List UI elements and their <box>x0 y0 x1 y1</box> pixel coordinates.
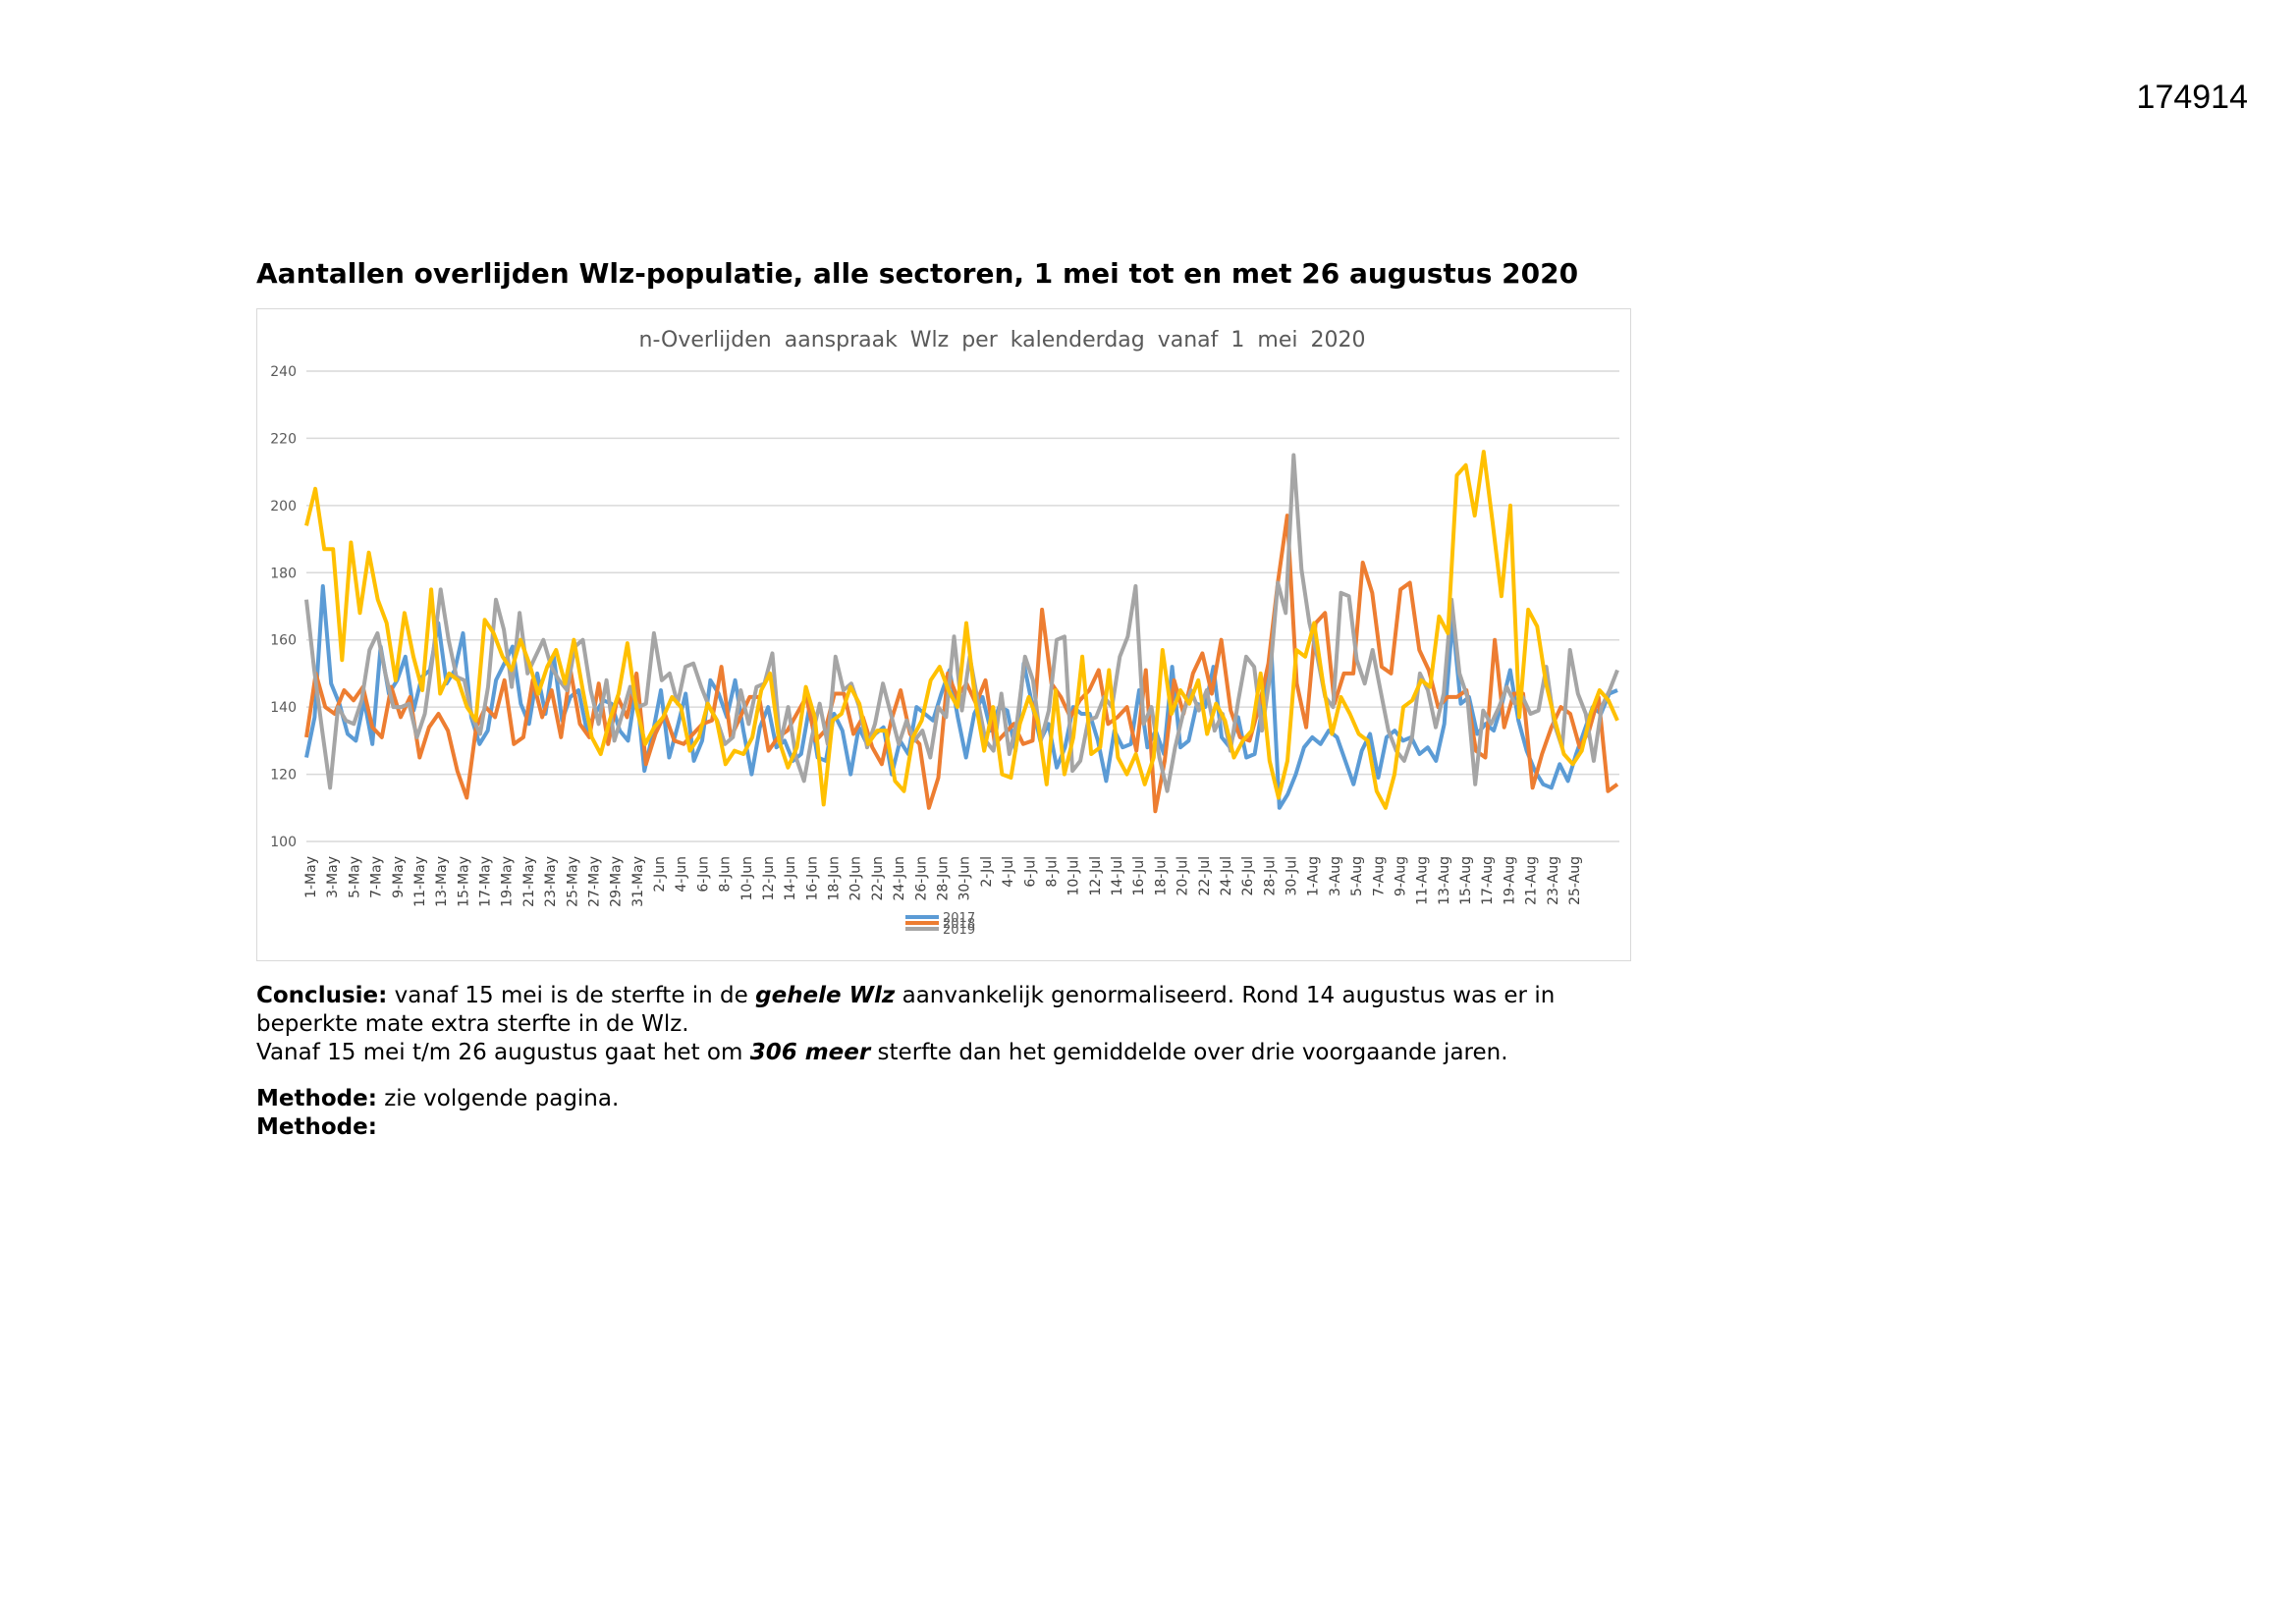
x-tick-label: 7-Aug <box>1371 856 1387 896</box>
excess-text-2: sterfte dan het gemiddelde over drie voo… <box>870 1040 1508 1065</box>
method-label: Methode: <box>256 1086 377 1111</box>
conclusion-emphasis: gehele Wlz <box>755 983 896 1008</box>
legend-label-2018: 2018 <box>943 917 975 932</box>
x-tick-label: 11-Aug <box>1415 856 1431 905</box>
x-tick-label: 1-Aug <box>1306 856 1322 896</box>
legend-label-2017: 2017 <box>943 911 975 926</box>
y-tick-label-120: 120 <box>270 768 297 784</box>
x-tick-label: 15-Aug <box>1458 856 1474 905</box>
x-tick-label: 27-May <box>586 856 602 907</box>
x-tick-label: 10-Jun <box>739 856 755 901</box>
x-tick-label: 14-Jul <box>1110 856 1125 896</box>
x-tick-label: 3-May <box>325 856 341 898</box>
x-tick-label: 5-Aug <box>1349 856 1365 896</box>
series-line-series-4 <box>304 450 1619 810</box>
x-tick-label: 22-Jul <box>1197 856 1213 896</box>
chart-title: n-Overlijden aanspraak Wlz per kalenderd… <box>639 328 1366 352</box>
method-text: zie volgende pagina. <box>376 1086 620 1111</box>
excess-text-1: Vanaf 15 mei t/m 26 augustus gaat het om <box>256 1040 750 1065</box>
document-number: 174914 <box>2136 79 2248 116</box>
x-tick-label: 28-Jul <box>1262 856 1278 896</box>
x-tick-label: 21-Aug <box>1524 856 1540 905</box>
x-tick-label: 9-Aug <box>1393 856 1408 896</box>
x-tick-label: 26-Jun <box>913 856 929 901</box>
x-tick-label: 4-Jun <box>674 856 689 893</box>
y-tick-label-100: 100 <box>270 835 297 850</box>
x-tick-label: 8-Jun <box>718 856 734 893</box>
x-tick-label: 22-Jun <box>870 856 886 901</box>
x-tick-label: 26-Jul <box>1240 856 1256 896</box>
y-tick-label-220: 220 <box>270 431 297 447</box>
x-tick-label: 16-Jul <box>1131 856 1147 896</box>
x-tick-label: 11-May <box>412 856 428 907</box>
x-tick-label: 1-May <box>303 856 319 898</box>
x-tick-label: 24-Jun <box>892 856 907 901</box>
x-tick-label: 19-May <box>500 856 516 907</box>
x-tick-label: 29-May <box>609 856 625 907</box>
x-tick-label: 23-Aug <box>1546 856 1561 905</box>
method-paragraph-2: Methode: <box>256 1113 1651 1142</box>
conclusion-section: Conclusie: vanaf 15 mei is de sterfte in… <box>256 982 1651 1142</box>
x-tick-label: 7-May <box>369 856 385 898</box>
y-tick-label-240: 240 <box>270 364 297 380</box>
x-tick-label: 18-Jul <box>1153 856 1169 896</box>
series-line-2018 <box>304 514 1619 814</box>
x-tick-label: 15-May <box>456 856 471 907</box>
x-tick-label: 4-Jul <box>1001 856 1016 888</box>
x-tick-label: 28-Jun <box>936 856 952 901</box>
conclusion-text-1: vanaf 15 mei is de sterfte in de <box>387 983 756 1008</box>
y-tick-label-180: 180 <box>270 566 297 581</box>
excess-deaths-paragraph: Vanaf 15 mei t/m 26 augustus gaat het om… <box>256 1039 1651 1067</box>
x-tick-label: 30-Jul <box>1285 856 1300 896</box>
method-paragraph: Methode: zie volgende pagina. <box>256 1085 1651 1113</box>
x-tick-label: 18-Jun <box>827 856 843 901</box>
legend-label-2019: 2019 <box>943 923 975 938</box>
x-tick-label: 2-Jun <box>652 856 668 893</box>
chart-container: n-Overlijden aanspraak Wlz per kalenderd… <box>256 308 1631 961</box>
x-tick-label: 10-Jul <box>1066 856 1082 896</box>
excess-emphasis: 306 meer <box>749 1040 871 1065</box>
x-tick-label: 20-Jun <box>848 856 864 901</box>
x-tick-label: 14-Jun <box>783 856 798 901</box>
mortality-line-chart: n-Overlijden aanspraak Wlz per kalenderd… <box>270 328 1619 938</box>
x-tick-label: 25-May <box>565 856 580 907</box>
x-tick-label: 17-May <box>478 856 494 907</box>
x-tick-label: 20-Jul <box>1175 856 1191 896</box>
conclusion-label: Conclusie: <box>256 983 388 1008</box>
y-tick-label-200: 200 <box>270 499 297 514</box>
x-tick-label: 8-Jul <box>1044 856 1060 888</box>
x-tick-label: 2-Jul <box>979 856 995 888</box>
method-label-2: Methode: <box>256 1114 377 1140</box>
y-tick-label-160: 160 <box>270 633 297 649</box>
x-tick-label: 30-Jun <box>957 856 973 901</box>
x-tick-label: 9-May <box>391 856 407 898</box>
x-tick-label: 13-May <box>434 856 450 907</box>
x-tick-label: 3-Aug <box>1328 856 1343 896</box>
x-tick-label: 6-Jul <box>1022 856 1038 888</box>
y-tick-label-140: 140 <box>270 700 297 716</box>
conclusion-paragraph: Conclusie: vanaf 15 mei is de sterfte in… <box>256 982 1651 1039</box>
x-tick-label: 31-May <box>630 856 646 907</box>
x-tick-label: 25-Aug <box>1567 856 1583 905</box>
x-tick-label: 6-Jun <box>695 856 711 893</box>
page-heading: Aantallen overlijden Wlz-populatie, alle… <box>256 257 1579 290</box>
x-tick-label: 19-Aug <box>1502 856 1517 905</box>
x-tick-label: 12-Jun <box>761 856 777 901</box>
x-tick-label: 12-Jul <box>1088 856 1104 896</box>
conclusion-text-2: aanvankelijk genormaliseerd. Rond 14 aug… <box>256 983 1556 1037</box>
x-tick-label: 17-Aug <box>1480 856 1496 905</box>
x-tick-label: 5-May <box>347 856 362 898</box>
x-tick-label: 13-Aug <box>1437 856 1452 905</box>
x-tick-label: 16-Jun <box>804 856 820 901</box>
x-tick-label: 23-May <box>543 856 559 907</box>
x-tick-label: 21-May <box>521 856 537 907</box>
x-tick-label: 24-Jul <box>1219 856 1234 896</box>
